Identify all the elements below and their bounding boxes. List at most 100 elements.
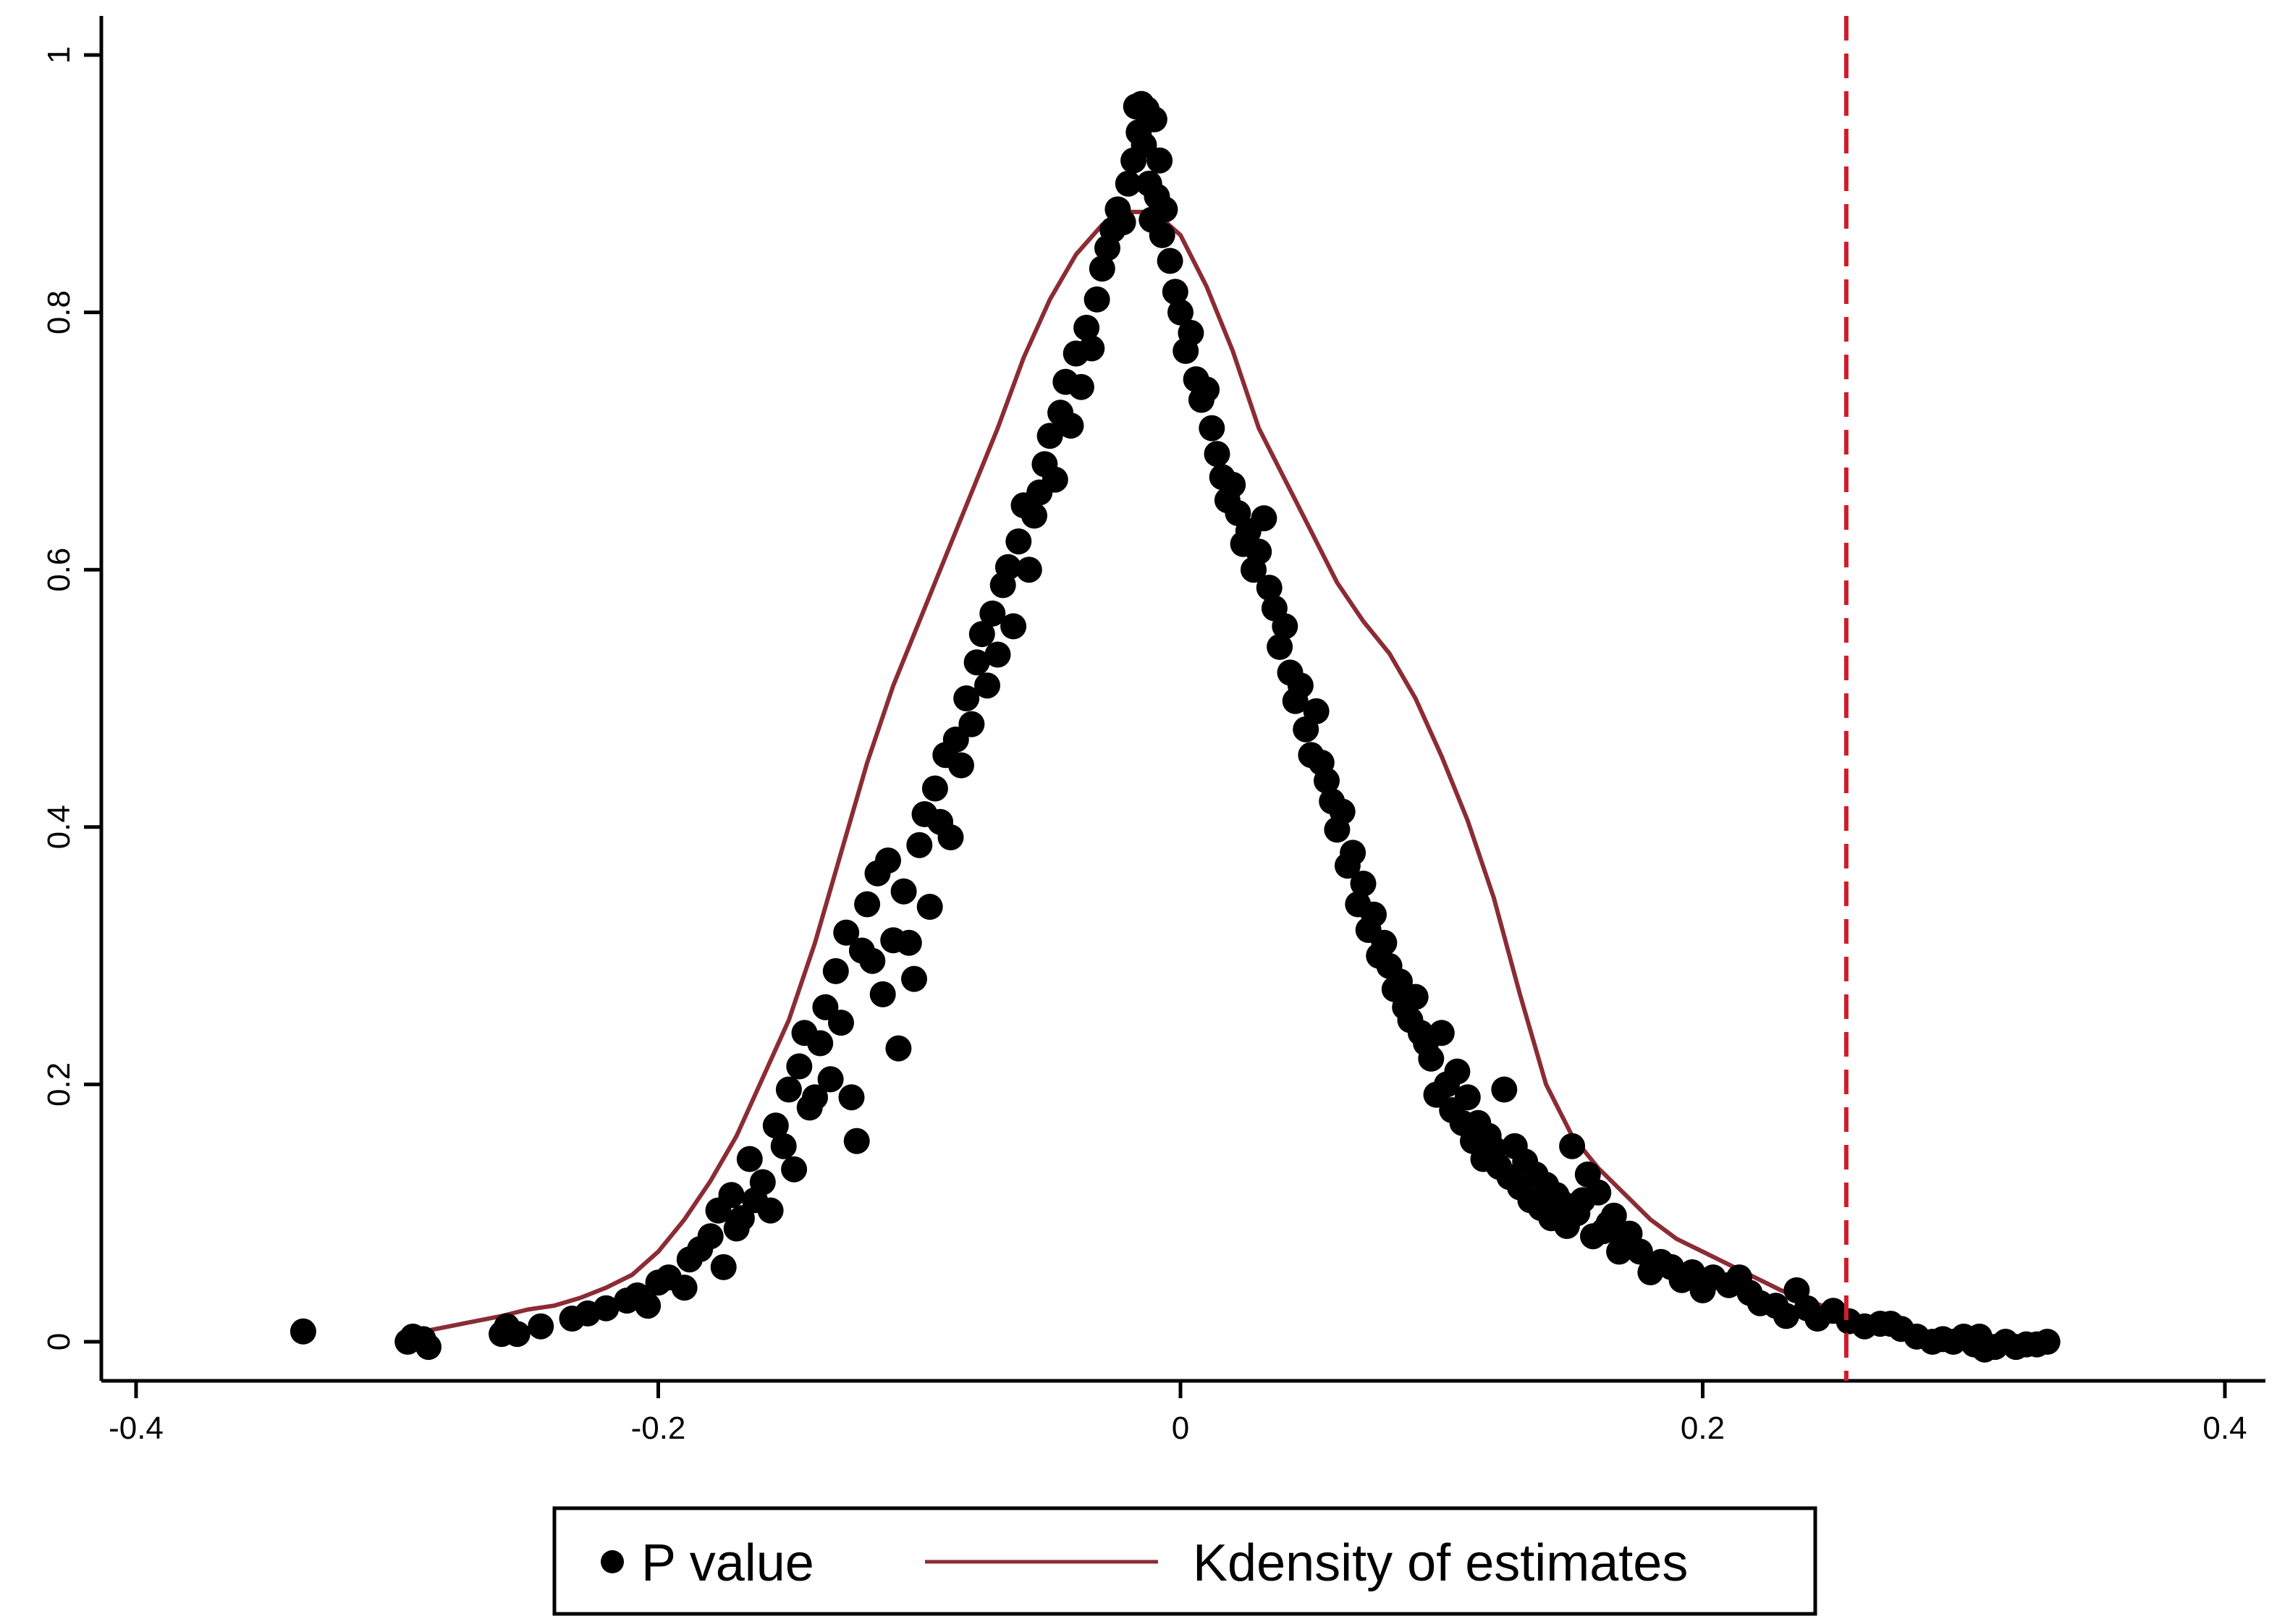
p-value-point: [1162, 279, 1188, 305]
p-value-point: [1042, 466, 1068, 493]
p-value-point: [1068, 373, 1094, 400]
p-value-point: [1157, 248, 1183, 274]
p-value-point: [838, 1084, 865, 1111]
x-tick-label: -0.2: [631, 1411, 686, 1446]
p-value-point: [937, 824, 964, 850]
p-value-point: [979, 600, 1006, 627]
legend-marker-p-value: [601, 1550, 624, 1573]
p-value-point: [869, 981, 896, 1007]
p-value-point: [1220, 471, 1246, 498]
p-value-point: [1340, 840, 1366, 866]
p-value-point: [817, 1066, 844, 1093]
p-value-point: [781, 1156, 808, 1183]
p-value-point: [2034, 1329, 2061, 1355]
p-value-point: [1015, 557, 1042, 583]
p-value-point: [828, 1010, 854, 1036]
p-value-point: [593, 1295, 620, 1321]
y-tick-label: 0.4: [41, 805, 77, 849]
p-value-point: [1773, 1303, 1799, 1329]
p-value-point: [671, 1274, 698, 1301]
p-value-point: [1418, 1045, 1445, 1072]
p-value-point: [1178, 320, 1204, 346]
p-value-point: [822, 957, 849, 984]
p-value-point: [1303, 698, 1330, 724]
p-value-point: [528, 1313, 554, 1340]
p-value-point: [1402, 984, 1429, 1010]
p-value-point: [875, 847, 901, 874]
p-value-point: [1626, 1238, 1653, 1265]
p-value-point: [757, 1197, 784, 1224]
p-value-point: [1314, 767, 1340, 794]
p-value-point: [901, 965, 927, 992]
p-value-point: [807, 1030, 834, 1057]
p-value-point: [1428, 1020, 1455, 1046]
p-value-point: [718, 1182, 745, 1209]
legend: P value Kdensity of estimates: [552, 1506, 1817, 1616]
p-value-point: [802, 1084, 828, 1111]
p-value-point: [921, 775, 948, 802]
p-value-point: [958, 711, 985, 737]
p-value-point: [1057, 413, 1084, 439]
p-value-point: [749, 1169, 776, 1196]
x-tick-label: 0.4: [2202, 1411, 2247, 1446]
p-value-point: [736, 1146, 763, 1172]
p-value-point: [1267, 633, 1293, 660]
p-value-point: [1078, 335, 1105, 362]
p-value-point: [1110, 209, 1136, 236]
p-value-point: [1454, 1084, 1481, 1111]
y-tick-label: 0.8: [41, 290, 77, 334]
p-value-point: [1491, 1076, 1518, 1103]
p-value-point: [1146, 147, 1173, 174]
p-value-point: [1167, 299, 1194, 326]
p-value-point: [968, 621, 995, 648]
p-value-point: [1083, 286, 1110, 313]
p-value-point: [895, 929, 922, 956]
p-value-point: [1559, 1133, 1586, 1159]
y-tick-label: 0: [41, 1333, 77, 1350]
legend-box: [552, 1506, 1817, 1616]
p-value-point: [786, 1053, 813, 1080]
p-value-point: [854, 891, 881, 918]
p-value-point: [948, 752, 974, 779]
p-value-point: [859, 947, 886, 974]
p-value-point: [1444, 1058, 1471, 1085]
p-value-point: [1251, 505, 1277, 532]
p-value-point: [984, 641, 1011, 668]
p-value-point: [1005, 528, 1032, 555]
y-tick-label: 0.2: [41, 1062, 77, 1107]
p-value-point: [1350, 871, 1377, 897]
p-value-point: [290, 1318, 316, 1345]
p-value-point: [1141, 106, 1167, 132]
p-value-point: [710, 1253, 737, 1280]
legend-label-p-value: P value: [641, 1534, 814, 1592]
p-value-point: [415, 1334, 442, 1361]
p-value-point: [1272, 613, 1298, 640]
p-value-point: [1600, 1202, 1627, 1229]
p-value-point: [1089, 255, 1115, 282]
p-value-point: [963, 649, 990, 676]
p-value-point: [1199, 415, 1225, 441]
p-value-point: [728, 1205, 755, 1232]
p-value-point: [775, 1076, 802, 1103]
x-tick-label: 0.2: [1681, 1411, 1725, 1446]
p-value-point: [504, 1321, 531, 1348]
p-value-point: [1194, 376, 1220, 403]
p-value-point: [1246, 538, 1272, 565]
p-value-point: [1152, 196, 1178, 223]
p-value-point: [833, 919, 860, 946]
p-value-point: [885, 1035, 912, 1062]
p-value-point: [697, 1223, 724, 1250]
p-value-point: [1000, 613, 1027, 640]
y-tick-label: 0.6: [41, 548, 77, 592]
p-value-point: [1115, 170, 1141, 197]
p-value-point: [1036, 423, 1063, 449]
legend-label-kdensity: Kdensity of estimates: [1193, 1534, 1688, 1592]
p-value-point: [1149, 221, 1175, 248]
p-value-point: [762, 1112, 789, 1139]
x-tick-label: 0: [1172, 1411, 1189, 1446]
p-value-point: [1287, 672, 1314, 699]
p-value-point: [953, 685, 980, 711]
p-value-point: [1204, 441, 1230, 468]
